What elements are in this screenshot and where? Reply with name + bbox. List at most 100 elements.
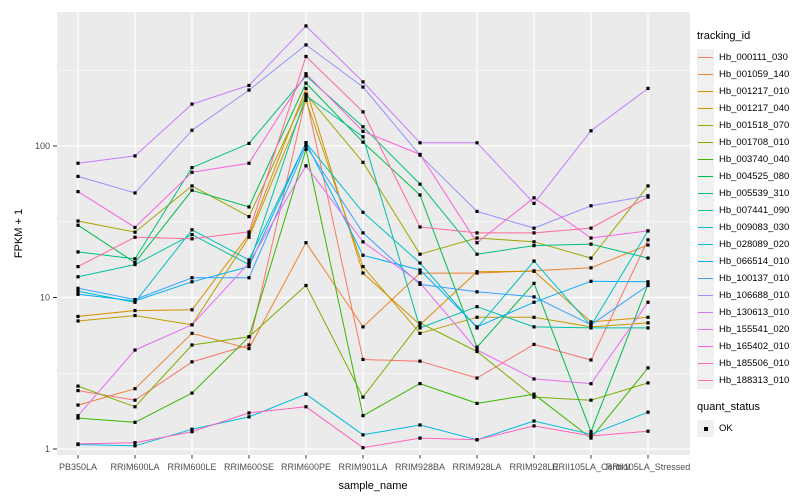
y-tick-label: 100 bbox=[35, 141, 50, 151]
data-point-marker bbox=[247, 258, 251, 262]
data-point-marker bbox=[646, 184, 650, 188]
data-point-marker bbox=[304, 81, 308, 85]
data-point-marker bbox=[76, 292, 80, 296]
legend-entry: Hb_005539_310 bbox=[697, 185, 799, 202]
data-point-marker bbox=[247, 230, 251, 234]
legend-key-line bbox=[698, 90, 713, 93]
legend-entry: Hb_100137_010 bbox=[697, 270, 799, 287]
legend-key bbox=[697, 117, 714, 134]
legend-entry: Hb_001217_010 bbox=[697, 83, 799, 100]
data-point-marker bbox=[190, 280, 194, 284]
data-point-marker bbox=[532, 269, 536, 273]
data-point-marker bbox=[190, 102, 194, 106]
data-point-marker bbox=[589, 358, 593, 362]
data-point-marker bbox=[532, 342, 536, 347]
data-point-marker bbox=[247, 83, 251, 88]
data-point-marker bbox=[475, 236, 479, 240]
data-point-marker bbox=[475, 290, 479, 294]
data-point-marker bbox=[475, 376, 479, 380]
data-point-marker bbox=[190, 188, 194, 192]
data-point-marker bbox=[304, 392, 308, 396]
legend-entry: Hb_066514_010 bbox=[697, 253, 799, 270]
data-point-marker bbox=[247, 411, 251, 415]
legend-entry: Hb_001518_070 bbox=[697, 117, 799, 134]
data-point-marker bbox=[190, 233, 194, 237]
legend-entry-label: Hb_001217_040 bbox=[719, 103, 790, 114]
legend-key bbox=[697, 355, 714, 372]
data-point-marker bbox=[361, 264, 365, 269]
data-point-marker bbox=[361, 271, 365, 275]
data-point-marker bbox=[418, 331, 422, 335]
legend-entry-label: Hb_003740_040 bbox=[719, 154, 790, 165]
y-tick-label: 10 bbox=[40, 293, 50, 303]
legend-key-line bbox=[698, 107, 713, 110]
data-point-marker bbox=[247, 415, 251, 419]
legend-entry: Hb_155541_020 bbox=[697, 321, 799, 338]
legend-entry-label: Hb_100137_010 bbox=[719, 273, 790, 284]
legend-key bbox=[697, 83, 714, 100]
legend-key-line bbox=[698, 158, 713, 161]
legend-key-line bbox=[698, 345, 713, 348]
legend-entry-label: Hb_004525_080 bbox=[719, 171, 790, 182]
legend-key-line bbox=[698, 226, 713, 229]
data-point-marker bbox=[532, 315, 536, 319]
data-point-marker bbox=[133, 444, 137, 448]
data-point-marker bbox=[133, 420, 137, 424]
data-point-marker bbox=[247, 214, 251, 219]
legend-key-line bbox=[698, 362, 713, 365]
data-point-marker bbox=[418, 261, 422, 265]
data-point-marker bbox=[418, 252, 422, 256]
legend-key-line bbox=[698, 192, 713, 195]
legend-entry: Hb_001059_140 bbox=[697, 66, 799, 83]
data-point-marker bbox=[532, 424, 536, 428]
data-point-marker bbox=[304, 164, 308, 168]
data-point-marker bbox=[589, 236, 593, 240]
legend-key bbox=[697, 185, 714, 202]
data-point-marker bbox=[361, 446, 365, 450]
data-point-marker bbox=[532, 419, 536, 423]
legend-key bbox=[697, 168, 714, 185]
data-point-marker bbox=[361, 357, 365, 362]
data-point-marker bbox=[190, 391, 194, 395]
data-point-marker bbox=[133, 308, 137, 313]
data-point-marker bbox=[475, 401, 479, 405]
legend-entry-label: Hb_001518_070 bbox=[719, 120, 790, 131]
data-point-marker bbox=[190, 323, 194, 327]
data-point-marker bbox=[190, 331, 194, 335]
data-point-marker bbox=[247, 346, 251, 351]
x-tick-label: RRIM928LE bbox=[509, 462, 558, 472]
legend-entry-label: Hb_009083_030 bbox=[719, 222, 790, 233]
data-point-marker bbox=[247, 88, 251, 92]
legend-key-line bbox=[698, 56, 713, 59]
data-point-marker bbox=[304, 86, 308, 90]
y-tick-label: 1 bbox=[45, 444, 50, 454]
data-point-marker bbox=[418, 321, 422, 325]
data-point-marker bbox=[361, 125, 365, 129]
data-point-marker bbox=[532, 240, 536, 244]
data-point-marker bbox=[361, 129, 365, 133]
data-point-marker bbox=[76, 219, 80, 223]
data-point-marker bbox=[190, 228, 194, 232]
data-point-marker bbox=[418, 182, 422, 186]
legend-entry-label: Hb_106688_010 bbox=[719, 290, 790, 301]
x-tick-label: RRIM600LE bbox=[167, 462, 216, 472]
data-point-marker bbox=[532, 395, 536, 399]
data-point-marker bbox=[76, 403, 80, 407]
legend-key-line bbox=[698, 124, 713, 127]
data-point-marker bbox=[76, 414, 80, 418]
legend-key-line bbox=[698, 277, 713, 280]
data-point-marker bbox=[475, 348, 479, 352]
data-point-marker bbox=[475, 325, 479, 329]
data-point-marker bbox=[361, 85, 365, 89]
legend-key-line bbox=[698, 294, 713, 297]
data-point-marker bbox=[475, 438, 479, 442]
data-point-marker bbox=[361, 135, 365, 139]
data-point-marker bbox=[76, 223, 80, 227]
data-point-marker bbox=[646, 229, 650, 233]
data-point-marker bbox=[646, 300, 650, 304]
data-point-marker bbox=[361, 395, 365, 399]
data-point-marker bbox=[190, 166, 194, 170]
data-point-marker bbox=[190, 128, 194, 132]
data-point-marker bbox=[532, 231, 536, 235]
